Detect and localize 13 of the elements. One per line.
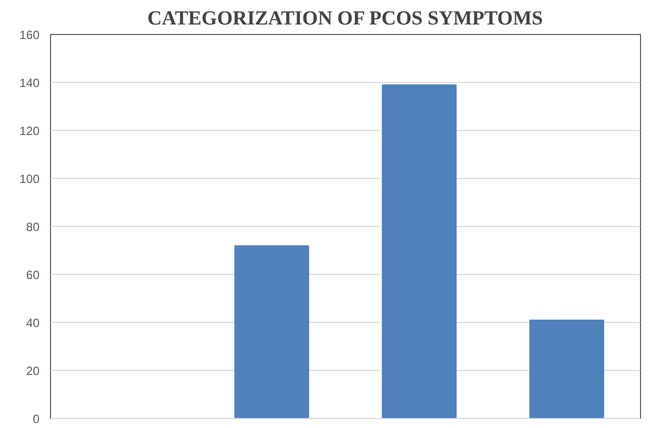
y-tick-label: 140 [19, 76, 40, 90]
bar [382, 84, 457, 418]
chart-title: CATEGORIZATION OF PCOS SYMPTOMS [147, 8, 543, 30]
y-tick-label: 100 [19, 172, 40, 186]
bar [234, 245, 310, 418]
y-tick-label: 160 [19, 28, 40, 42]
y-tick-label: 40 [26, 316, 40, 330]
y-tick-label: 80 [26, 220, 40, 234]
bar [529, 320, 604, 418]
y-tick-label: 20 [26, 364, 40, 378]
y-tick-label: 60 [26, 268, 40, 282]
y-tick-label: 120 [19, 124, 40, 138]
y-tick-label: 0 [32, 412, 40, 426]
